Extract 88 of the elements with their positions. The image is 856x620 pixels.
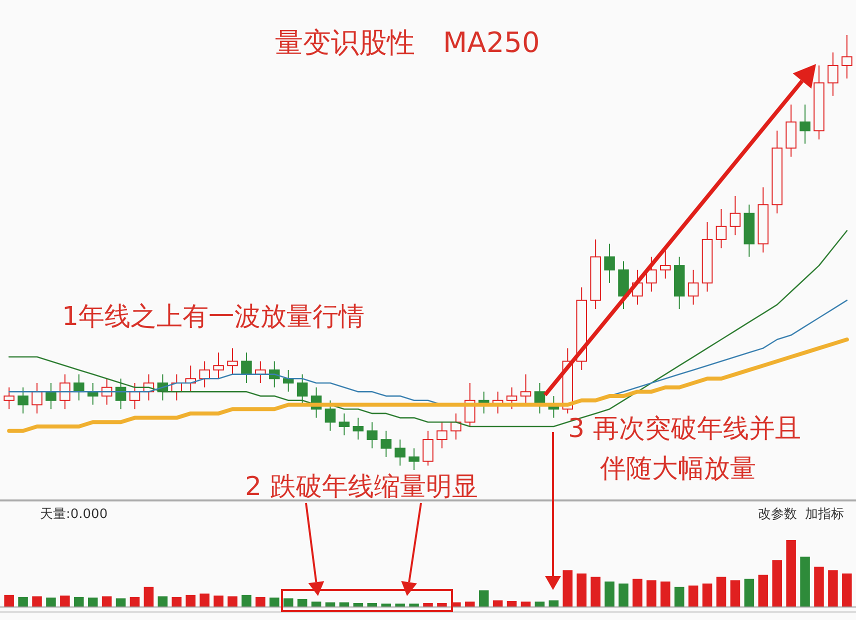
candlestick (520, 374, 532, 406)
candlestick (60, 374, 70, 410)
bar (590, 576, 600, 607)
bar (758, 574, 768, 607)
bar (214, 596, 224, 607)
bar (646, 580, 656, 607)
candlestick (716, 208, 727, 249)
bar (172, 596, 182, 607)
bar (562, 570, 573, 607)
candlestick (366, 422, 378, 449)
candlestick (227, 348, 238, 375)
bar (814, 566, 824, 607)
bar (576, 574, 586, 607)
chart-title: 量变识股性 MA250 (275, 26, 540, 59)
text: 天量:0.000 (40, 507, 108, 522)
candlestick (338, 412, 350, 436)
candlestick (646, 256, 657, 292)
candlestick (660, 248, 671, 280)
text: 2 跌破年线缩量明显 (245, 472, 478, 502)
candlestick (604, 243, 615, 284)
candlestick (199, 360, 210, 388)
bar (395, 604, 405, 607)
bar (228, 596, 238, 607)
annotation: 3 再次突破年线并且伴随大幅放量 (568, 414, 801, 484)
candlestick (74, 374, 84, 401)
candlestick (828, 52, 838, 96)
bar (632, 578, 642, 607)
bar (32, 596, 42, 607)
candlestick (241, 352, 252, 384)
bar (828, 570, 838, 607)
bar (130, 596, 140, 607)
bar (478, 590, 489, 607)
bar (297, 598, 308, 607)
bar (270, 598, 280, 607)
bar (18, 596, 28, 607)
text: 改参数 (758, 507, 797, 522)
candlestick (32, 382, 42, 414)
candlestick (352, 417, 364, 440)
candlestick (4, 386, 14, 410)
bar (242, 594, 252, 607)
text: 加指标 (805, 507, 844, 522)
bar (688, 586, 698, 607)
bar (381, 604, 391, 607)
candlestick (46, 382, 56, 410)
bar (730, 580, 740, 607)
candlestick (800, 104, 810, 144)
bar (604, 582, 614, 607)
bar (744, 578, 754, 607)
candlestick (506, 386, 518, 410)
candlestick (450, 412, 462, 440)
candlestick (436, 422, 448, 449)
annotation: 1年线之上有一波放量行情 (62, 302, 365, 332)
candlestick (213, 352, 224, 380)
bar (520, 602, 531, 607)
candlestick (842, 34, 852, 79)
bar (144, 586, 154, 607)
bar (660, 582, 670, 607)
bar (534, 602, 545, 607)
bar (800, 556, 810, 607)
bar (200, 594, 210, 607)
bar (842, 574, 852, 607)
bar (465, 602, 475, 607)
bar (256, 596, 266, 607)
candlestick (324, 400, 336, 432)
candlestick (380, 430, 392, 458)
candlestick (730, 195, 741, 236)
bar (786, 540, 796, 607)
bar (158, 596, 168, 607)
bar (702, 584, 712, 607)
candlestick (18, 386, 28, 414)
bar (186, 594, 196, 607)
bar (311, 602, 322, 607)
bar (4, 594, 14, 607)
candlestick (394, 439, 406, 466)
candlestick (688, 269, 699, 306)
candlestick (408, 448, 420, 470)
bar (716, 576, 726, 607)
bar (674, 586, 684, 607)
bar (60, 596, 70, 607)
bar (772, 560, 782, 607)
candlestick (296, 374, 308, 406)
bar (409, 604, 419, 607)
candlestick (422, 430, 434, 466)
bar (46, 598, 56, 607)
bar (74, 596, 84, 607)
bar (102, 596, 112, 607)
bar (618, 584, 628, 607)
bar (88, 598, 98, 607)
